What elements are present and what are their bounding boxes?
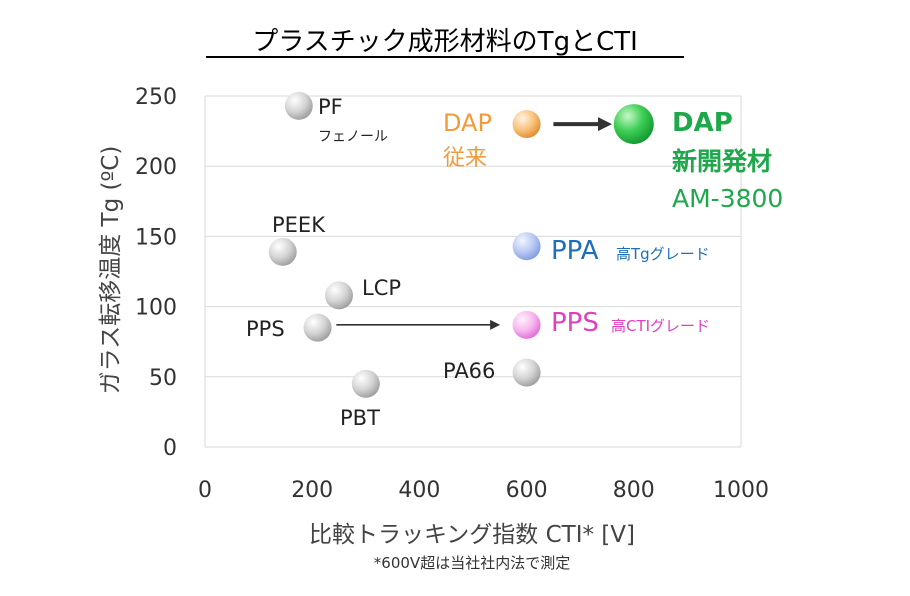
point-3-pps: [303, 313, 332, 342]
point-1-peek: [268, 237, 297, 266]
y-tick-0: 0: [163, 436, 177, 461]
y-axis-label: ガラス転移温度 Tg (ºC): [98, 146, 124, 395]
arrows: [336, 117, 612, 330]
label-pps-hcti-sub: 高CTIグレード: [611, 317, 710, 335]
x-axis-label: 比較トラッキング指数 CTI* [V]: [309, 522, 635, 548]
label-dap-new-grade: AM-3800: [672, 184, 783, 213]
label-pbt: PBT: [340, 406, 380, 430]
point-8-ppa: [512, 232, 541, 261]
point-0-pf: [284, 91, 313, 120]
point-2-lcp: [325, 281, 353, 310]
point-5-pa66: [512, 358, 541, 387]
footnote: *600V超は当社社内法で測定: [374, 554, 570, 572]
y-tick-200: 200: [135, 155, 177, 180]
chart-title: プラスチック成形材料のTgとCTI: [252, 27, 638, 57]
x-tick-labels: 0 200 400 600 800 1000: [198, 478, 769, 503]
point-6-dap: [512, 110, 541, 139]
label-pps-hcti: PPS: [551, 308, 599, 338]
x-tick-800: 800: [613, 478, 655, 503]
label-peek: PEEK: [272, 213, 326, 237]
label-ppa-sub: 高Tgグレード: [616, 245, 710, 263]
x-tick-600: 600: [506, 478, 548, 503]
label-ppa: PPA: [551, 236, 599, 266]
y-tick-100: 100: [135, 296, 177, 321]
label-pf-sub: フェノール: [318, 129, 388, 145]
point-7-dap: [613, 104, 654, 145]
y-tick-50: 50: [149, 366, 177, 391]
y-tick-250: 250: [135, 85, 177, 110]
label-pps: PPS: [246, 317, 285, 341]
x-tick-0: 0: [198, 478, 212, 503]
label-dap-old: DAP: [443, 109, 492, 137]
x-tick-200: 200: [291, 478, 333, 503]
y-tick-labels: 0 50 100 150 200 250: [135, 85, 177, 461]
data-points: [268, 91, 654, 398]
y-tick-150: 150: [135, 225, 177, 250]
label-pa66: PA66: [443, 359, 495, 383]
x-tick-400: 400: [398, 478, 440, 503]
point-labels: PF フェノール PEEK LCP PPS PBT PA66 DAP 従来 DA…: [246, 95, 783, 430]
label-lcp: LCP: [362, 276, 401, 300]
x-tick-1000: 1000: [713, 478, 769, 503]
point-9-pps: [512, 310, 541, 339]
label-dap-new: DAP: [672, 108, 733, 138]
point-4-pbt: [351, 369, 380, 398]
label-dap-new-sub: 新開発材: [672, 147, 772, 176]
label-pf: PF: [318, 95, 343, 119]
label-dap-old-sub: 従来: [443, 146, 487, 171]
